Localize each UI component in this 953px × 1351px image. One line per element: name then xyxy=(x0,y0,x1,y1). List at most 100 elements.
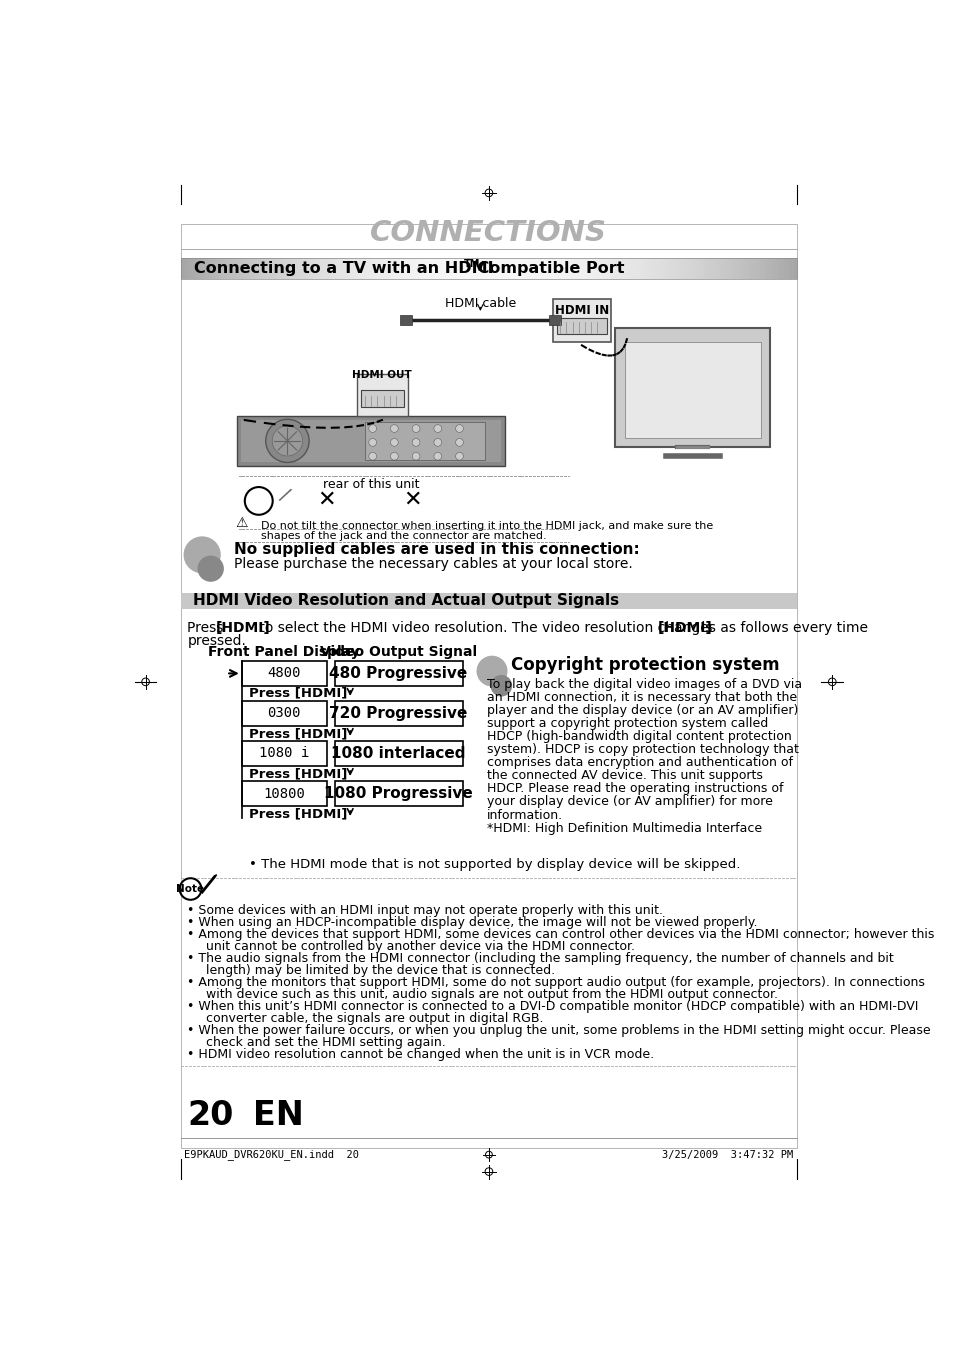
Text: Connecting to a TV with an HDMI: Connecting to a TV with an HDMI xyxy=(194,261,494,276)
Bar xyxy=(206,258,209,280)
Bar xyxy=(212,258,214,280)
Text: • The audio signals from the HDMI connector (including the sampling frequency, t: • The audio signals from the HDMI connec… xyxy=(187,952,893,965)
Circle shape xyxy=(266,419,309,462)
Bar xyxy=(587,258,590,280)
Bar xyxy=(242,258,246,280)
Bar xyxy=(547,258,550,280)
Bar xyxy=(557,319,607,334)
Bar xyxy=(356,374,407,416)
Bar xyxy=(648,258,651,280)
Bar xyxy=(181,224,796,1148)
Circle shape xyxy=(456,424,463,432)
Bar xyxy=(488,258,492,280)
Text: 0300: 0300 xyxy=(267,707,301,720)
Text: 4800: 4800 xyxy=(267,666,301,681)
Bar xyxy=(332,258,335,280)
Text: Press [HDMI]: Press [HDMI] xyxy=(249,686,347,700)
Bar xyxy=(405,258,409,280)
Bar xyxy=(227,258,231,280)
Bar xyxy=(362,258,365,280)
Text: • Among the devices that support HDMI, some devices can control other devices vi: • Among the devices that support HDMI, s… xyxy=(187,928,934,942)
Bar xyxy=(504,258,507,280)
Bar xyxy=(612,258,615,280)
Bar xyxy=(731,258,735,280)
Bar xyxy=(636,258,639,280)
Bar xyxy=(449,258,452,280)
Bar xyxy=(568,258,572,280)
Bar xyxy=(455,258,457,280)
Bar xyxy=(399,258,402,280)
Bar xyxy=(535,258,537,280)
Bar xyxy=(310,258,314,280)
Bar xyxy=(492,258,495,280)
Bar xyxy=(457,258,460,280)
Bar xyxy=(337,258,341,280)
Bar xyxy=(304,258,307,280)
Bar xyxy=(289,258,292,280)
Text: HDCP. Please read the operating instructions of: HDCP. Please read the operating instruct… xyxy=(487,782,783,796)
Bar xyxy=(596,258,599,280)
Bar xyxy=(685,258,688,280)
Bar xyxy=(307,258,310,280)
Bar xyxy=(184,258,187,280)
Bar xyxy=(768,258,771,280)
Bar xyxy=(540,258,544,280)
Text: your display device (or AV amplifier) for more: your display device (or AV amplifier) fo… xyxy=(487,796,773,808)
Text: Note: Note xyxy=(176,884,204,894)
Text: information.: information. xyxy=(487,809,563,821)
Text: player and the display device (or an AV amplifier): player and the display device (or an AV … xyxy=(487,704,798,717)
Text: with device such as this unit, audio signals are not output from the HDMI output: with device such as this unit, audio sig… xyxy=(193,988,777,1001)
Circle shape xyxy=(476,655,507,686)
Bar xyxy=(703,258,706,280)
Bar xyxy=(341,258,344,280)
Bar xyxy=(329,258,332,280)
Text: converter cable, the signals are output in digital RGB.: converter cable, the signals are output … xyxy=(193,1012,542,1025)
Bar xyxy=(344,258,347,280)
Bar xyxy=(559,258,562,280)
Text: Video Output Signal: Video Output Signal xyxy=(319,644,476,659)
Text: Do not tilt the connector when inserting it into the HDMI jack, and make sure th: Do not tilt the connector when inserting… xyxy=(261,521,713,531)
Bar xyxy=(375,258,377,280)
Bar xyxy=(725,258,728,280)
Text: system). HDCP is copy protection technology that: system). HDCP is copy protection technol… xyxy=(487,743,799,757)
Bar xyxy=(464,258,467,280)
Bar xyxy=(181,258,796,280)
Text: pressed.: pressed. xyxy=(187,634,246,648)
Text: Please purchase the necessary cables at your local store.: Please purchase the necessary cables at … xyxy=(233,557,632,571)
Bar xyxy=(347,258,350,280)
Bar xyxy=(658,258,660,280)
Bar xyxy=(575,258,578,280)
Text: HDMI cable: HDMI cable xyxy=(444,296,516,309)
Text: To play back the digital video images of a DVD via: To play back the digital video images of… xyxy=(487,678,801,690)
Bar xyxy=(241,742,327,766)
Bar xyxy=(673,258,676,280)
Text: CONNECTIONS: CONNECTIONS xyxy=(370,219,607,247)
Bar xyxy=(417,258,421,280)
Bar xyxy=(322,258,326,280)
Bar xyxy=(387,258,390,280)
Bar xyxy=(292,258,294,280)
Bar xyxy=(497,258,500,280)
Bar xyxy=(470,258,473,280)
Bar xyxy=(350,258,354,280)
Bar xyxy=(738,258,740,280)
Bar xyxy=(743,258,746,280)
Circle shape xyxy=(456,453,463,461)
Text: 480 Progressive: 480 Progressive xyxy=(329,666,467,681)
Bar xyxy=(301,258,304,280)
Bar xyxy=(396,258,399,280)
Bar xyxy=(326,258,329,280)
Bar xyxy=(436,258,439,280)
Bar xyxy=(682,258,685,280)
Bar xyxy=(698,258,700,280)
Bar xyxy=(500,258,504,280)
Bar xyxy=(691,258,695,280)
Bar xyxy=(424,258,427,280)
Text: Press [HDMI]: Press [HDMI] xyxy=(249,807,347,820)
Bar xyxy=(209,258,212,280)
Text: E9PKAUD_DVR620KU_EN.indd  20: E9PKAUD_DVR620KU_EN.indd 20 xyxy=(184,1150,359,1161)
Text: • When the power failure occurs, or when you unplug the unit, some problems in t: • When the power failure occurs, or when… xyxy=(187,1024,930,1036)
Bar xyxy=(415,258,417,280)
Bar xyxy=(676,258,679,280)
Bar xyxy=(722,258,725,280)
